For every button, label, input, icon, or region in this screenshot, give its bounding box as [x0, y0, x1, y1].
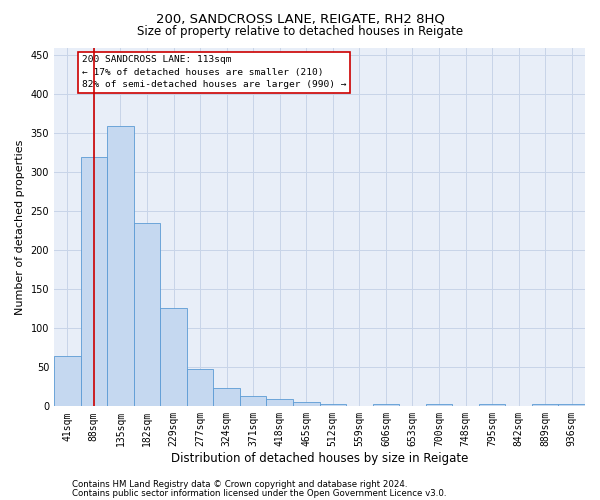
Text: Contains HM Land Registry data © Crown copyright and database right 2024.: Contains HM Land Registry data © Crown c… — [72, 480, 407, 489]
Bar — [293, 402, 320, 406]
Bar — [373, 404, 399, 406]
Bar — [240, 396, 266, 406]
Bar — [187, 369, 214, 406]
Bar — [426, 404, 452, 406]
Bar — [266, 400, 293, 406]
Bar — [107, 126, 134, 406]
Text: Contains public sector information licensed under the Open Government Licence v3: Contains public sector information licen… — [72, 488, 446, 498]
Bar — [80, 156, 107, 406]
Bar — [214, 388, 240, 406]
Bar — [160, 308, 187, 406]
Y-axis label: Number of detached properties: Number of detached properties — [15, 139, 25, 314]
Bar — [320, 404, 346, 406]
Text: Size of property relative to detached houses in Reigate: Size of property relative to detached ho… — [137, 25, 463, 38]
Bar — [559, 404, 585, 406]
Bar — [134, 223, 160, 406]
Text: 200 SANDCROSS LANE: 113sqm
← 17% of detached houses are smaller (210)
82% of sem: 200 SANDCROSS LANE: 113sqm ← 17% of deta… — [82, 56, 346, 90]
Bar — [54, 356, 80, 406]
Text: 200, SANDCROSS LANE, REIGATE, RH2 8HQ: 200, SANDCROSS LANE, REIGATE, RH2 8HQ — [155, 12, 445, 26]
Bar — [479, 404, 505, 406]
Bar — [532, 404, 559, 406]
X-axis label: Distribution of detached houses by size in Reigate: Distribution of detached houses by size … — [171, 452, 468, 465]
